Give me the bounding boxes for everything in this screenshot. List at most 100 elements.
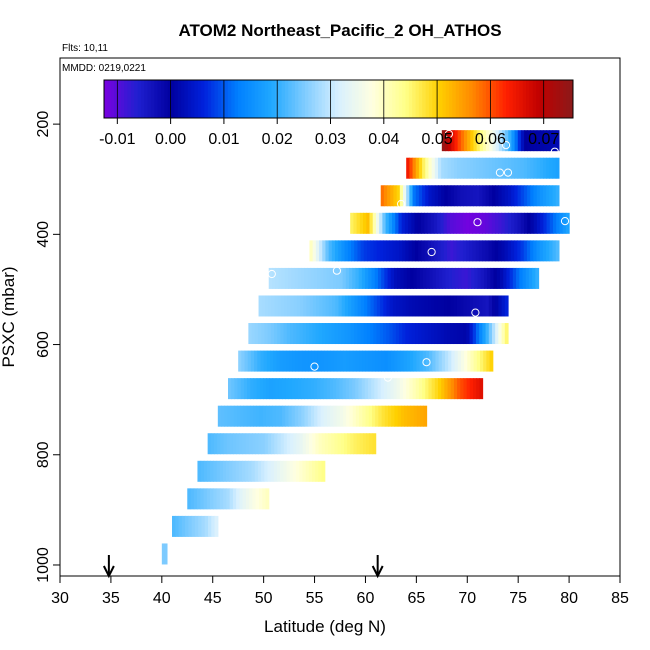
heatmap-cell xyxy=(482,323,487,345)
heatmap-cell xyxy=(412,185,417,207)
heatmap-cell xyxy=(447,157,452,179)
colorbar-segment xyxy=(150,80,155,118)
heatmap-cell xyxy=(488,295,493,317)
heatmap-cell xyxy=(272,378,277,400)
heatmap-cell xyxy=(482,157,487,179)
heatmap-cell xyxy=(487,267,491,289)
heatmap-cell xyxy=(422,185,426,207)
heatmap-cell xyxy=(552,130,557,152)
heatmap-cell xyxy=(408,323,413,345)
colorbar-tick-label: 0.00 xyxy=(155,131,186,148)
heatmap-cell xyxy=(479,157,484,179)
colorbar-segment xyxy=(110,80,115,118)
heatmap-cell xyxy=(383,185,388,207)
heatmap-cell xyxy=(278,267,283,289)
heatmap-cell xyxy=(473,185,477,207)
heatmap-cell xyxy=(498,323,503,345)
data-point xyxy=(422,358,431,367)
heatmap-cell xyxy=(446,212,451,234)
heatmap-cell xyxy=(314,350,319,372)
heatmap-cell xyxy=(406,378,410,400)
heatmap-cell xyxy=(355,378,360,400)
heatmap-cell xyxy=(395,212,400,234)
x-tick-label: 85 xyxy=(611,590,629,607)
heatmap-cell xyxy=(223,488,227,510)
colorbar-segment xyxy=(412,80,417,118)
heatmap-cell xyxy=(526,240,531,262)
heatmap-cell xyxy=(390,350,395,372)
heatmap-cell xyxy=(248,433,253,455)
heatmap-cell xyxy=(437,212,441,234)
heatmap-cell xyxy=(478,240,483,262)
heatmap-cell xyxy=(485,157,490,179)
heatmap-cell xyxy=(282,378,286,400)
heatmap-cell xyxy=(396,378,401,400)
heatmap-cell xyxy=(283,323,288,345)
heatmap-cell xyxy=(425,350,430,372)
heatmap-cell xyxy=(443,240,448,262)
heatmap-cell xyxy=(317,350,322,372)
heatmap-cell xyxy=(227,405,232,427)
heatmap-cell xyxy=(399,378,404,400)
heatmap-cell xyxy=(316,295,320,317)
heatmap-cell xyxy=(291,405,296,427)
heatmap-cell xyxy=(536,157,541,179)
heatmap-cell xyxy=(278,405,283,427)
heatmap-cell xyxy=(432,350,437,372)
heatmap-cell xyxy=(427,212,432,234)
heatmap-cell xyxy=(308,460,313,482)
heatmap-cell xyxy=(311,350,316,372)
x-tick-label: 60 xyxy=(357,590,375,607)
heatmap-cell xyxy=(539,130,544,152)
heatmap-cell xyxy=(444,185,449,207)
heatmap-cell xyxy=(301,350,306,372)
heatmap-cell xyxy=(393,185,398,207)
data-point xyxy=(550,147,559,156)
heatmap-cell xyxy=(453,157,458,179)
heatmap-cell xyxy=(201,515,206,537)
heatmap-cell xyxy=(232,433,237,455)
heatmap-cell xyxy=(223,433,228,455)
heatmap-cell xyxy=(394,267,398,289)
colorbar-segment xyxy=(207,80,212,118)
x-axis: 30 35 40 45 50 55 60 65 70 75 80 85 xyxy=(51,576,629,607)
heatmap-cell xyxy=(417,212,422,234)
data-point xyxy=(383,373,392,382)
heatmap-cell xyxy=(340,433,345,455)
heatmap-cell xyxy=(387,267,392,289)
heatmap-cell xyxy=(543,157,547,179)
heatmap-cell xyxy=(449,212,454,234)
heatmap-cell xyxy=(197,460,202,482)
heatmap-cell xyxy=(387,185,391,207)
heatmap-cell xyxy=(488,185,493,207)
heatmap-cell xyxy=(349,267,353,289)
heatmap-cell xyxy=(277,323,282,345)
heatmap-cell xyxy=(232,460,237,482)
heatmap-cell xyxy=(341,240,346,262)
heatmap-cell xyxy=(368,267,373,289)
heatmap-cell xyxy=(312,323,317,345)
heatmap-cell xyxy=(339,378,344,400)
heatmap-cell xyxy=(298,350,303,372)
colorbar-segment xyxy=(251,80,256,118)
heatmap-cell xyxy=(509,267,514,289)
latitude-arrows xyxy=(102,555,384,579)
heatmap-cell xyxy=(280,433,285,455)
heatmap-cell xyxy=(415,157,420,179)
heatmap-cell xyxy=(333,350,338,372)
data-point xyxy=(560,217,570,226)
heatmap-cell xyxy=(235,460,240,482)
heatmap-cell xyxy=(349,350,354,372)
heatmap-cell xyxy=(483,350,487,372)
heatmap-cell xyxy=(253,378,258,400)
heatmap-cell xyxy=(454,350,459,372)
colorbar-tick-label: -0.01 xyxy=(99,131,136,148)
heatmap-cell xyxy=(426,267,430,289)
down-arrow-icon xyxy=(102,555,115,579)
colorbar-segment xyxy=(445,80,450,118)
heatmap-cell xyxy=(331,240,336,262)
y-tick-label: 600 xyxy=(35,331,52,358)
heatmap-cell xyxy=(356,212,361,234)
heatmap-cell xyxy=(236,488,241,510)
heatmap-cell xyxy=(367,240,371,262)
